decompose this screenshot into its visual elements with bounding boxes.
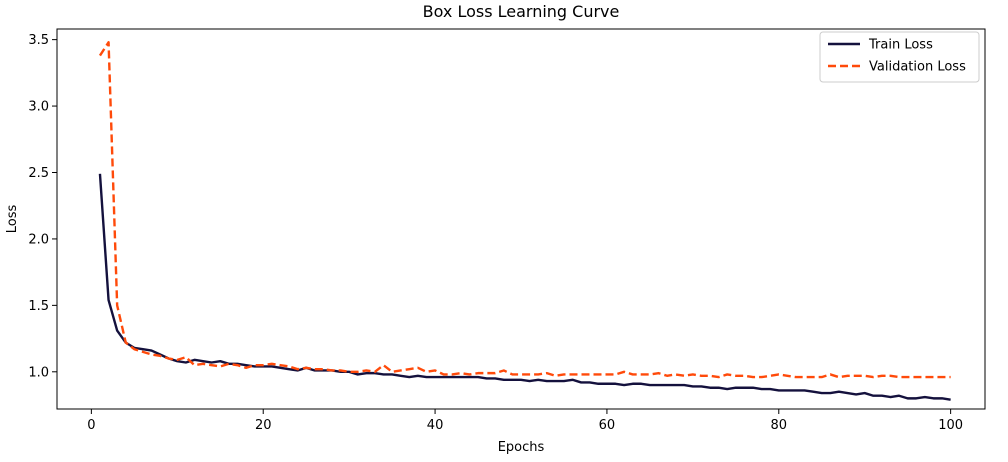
x-tick-label: 20: [255, 418, 272, 433]
x-tick-label: 40: [427, 418, 444, 433]
y-tick-label: 3.5: [28, 33, 49, 48]
x-tick-label: 100: [938, 418, 963, 433]
legend: Train Loss Validation Loss: [819, 31, 980, 83]
x-tick-label: 60: [599, 418, 616, 433]
y-axis: 1.0 1.5 2.0 2.5 3.0 3.5: [28, 33, 57, 380]
x-tick-label: 0: [87, 418, 95, 433]
plot-frame: [56, 28, 986, 410]
y-tick-label: 2.0: [28, 232, 49, 247]
y-tick-label: 1.5: [28, 299, 49, 314]
y-tick-label: 3.0: [28, 100, 49, 115]
x-tick-label: 80: [771, 418, 788, 433]
plot-lines: [98, 41, 951, 401]
y-tick-label: 1.0: [28, 365, 49, 380]
y-axis-title: Loss: [5, 205, 20, 234]
chart-title: Box Loss Learning Curve: [423, 2, 620, 21]
x-axis: 0 20 40 60 80 100: [87, 409, 963, 433]
x-axis-title: Epochs: [498, 440, 545, 455]
series-line-train-loss: [98, 173, 951, 401]
y-tick-label: 2.5: [28, 166, 49, 181]
series-line-validation-loss: [98, 41, 951, 379]
legend-label-train-loss: Train Loss: [868, 38, 933, 53]
legend-label-validation-loss: Validation Loss: [869, 60, 966, 75]
